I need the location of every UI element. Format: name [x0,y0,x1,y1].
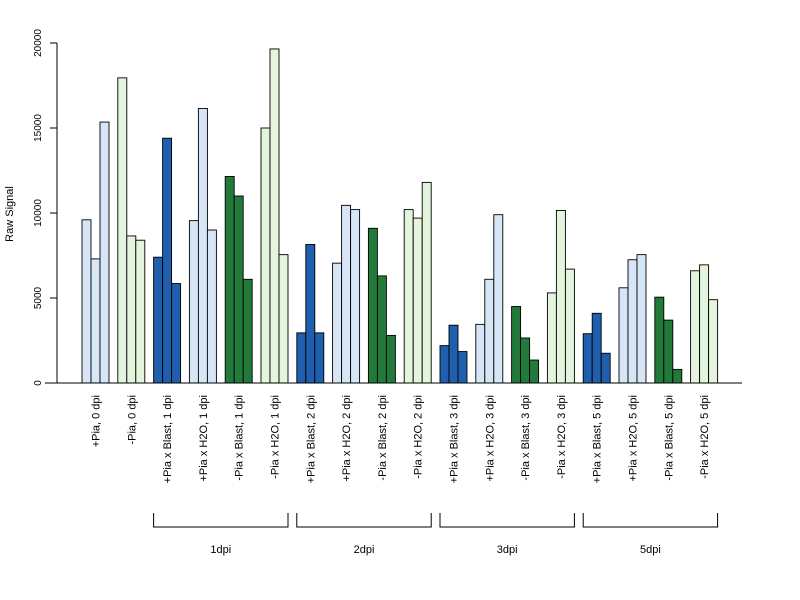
group-label: 1dpi [210,544,231,556]
category-label: -Pia x H2O, 5 dpi [699,395,711,479]
bar [448,324,459,384]
bar [314,332,325,384]
bar [233,195,244,384]
group-bracket [582,513,719,528]
bar [591,312,602,384]
bar [260,127,271,384]
category-label: +Pia x Blast, 1 dpi [162,395,174,483]
bar [457,351,468,384]
category-label: +Pia x H2O, 3 dpi [484,395,496,482]
category-label: -Pia x Blast, 3 dpi [520,395,532,481]
bar [439,345,450,384]
group-bracket [296,513,432,528]
y-axis-title: Raw Signal [4,186,16,242]
bar [564,268,575,384]
bar [162,137,173,384]
bar [90,258,101,384]
bar [520,337,531,384]
bar [493,214,504,384]
group-label: 3dpi [497,544,518,556]
y-tick-label: 10000 [33,199,44,227]
category-label: +Pia x Blast, 5 dpi [592,395,604,483]
bar [367,227,378,384]
category-label: +Pia x H2O, 2 dpi [341,395,353,482]
bar [636,254,647,384]
category-label: +Pia x Blast, 2 dpi [305,395,317,483]
y-axis: 0 5000 10000 15000 20000 [33,29,58,386]
bar [296,332,307,384]
bar [81,219,92,384]
bar [126,235,137,384]
bar [699,264,710,384]
category-label: -Pia x H2O, 2 dpi [413,395,425,479]
bar [511,306,522,384]
y-tick-label: 15000 [33,114,44,142]
x-axis: +Pia, 0 dpi -Pia, 0 dpi +Pia x Blast, 1 dp… [45,382,742,483]
bar [269,48,280,384]
category-label: -Pia, 0 dpi [126,395,138,445]
y-tick-label: 20000 [33,29,44,57]
category-label: -Pia x H2O, 3 dpi [556,395,568,479]
bar [153,256,164,384]
category-label: +Pia x H2O, 5 dpi [628,395,640,482]
bar [197,107,208,384]
bar [663,319,674,384]
bar [341,204,352,384]
group-label: 5dpi [640,544,661,556]
bar [242,278,253,384]
bar [99,121,110,384]
bar [385,334,396,384]
category-label: +Pia x Blast, 3 dpi [449,395,461,483]
bar [135,239,146,384]
bar [350,209,361,384]
group-bracket [439,513,575,528]
bar [278,254,289,384]
category-label: -Pia x Blast, 1 dpi [234,395,246,481]
bar [305,243,316,384]
category-label: +Pia, 0 dpi [91,395,103,447]
category-label: +Pia x H2O, 1 dpi [198,395,210,482]
bar [421,181,432,384]
bar [555,209,566,384]
bars [81,48,719,384]
bar [654,296,665,384]
bar [412,217,423,384]
bar [600,352,611,384]
bar [546,292,557,384]
bar [403,209,414,384]
bar [206,229,217,384]
bar [690,270,701,384]
group-label: 2dpi [354,544,375,556]
y-tick-label: 0 [33,380,44,386]
bar [708,299,719,384]
bar [376,275,387,384]
bar [529,359,540,384]
category-label: -Pia x H2O, 1 dpi [270,395,282,479]
bar [582,333,593,384]
y-tick-label: 5000 [33,286,44,309]
bar [117,77,128,384]
group-brackets: 1dpi 2dpi 3dpi 5dpi [153,513,719,556]
bar [627,259,638,384]
bar [618,287,629,384]
bar [475,323,486,384]
group-bracket [153,513,289,528]
bar [188,220,199,384]
bar [672,368,683,384]
bar [171,283,182,384]
category-label: -Pia x Blast, 2 dpi [377,395,389,481]
category-label: -Pia x Blast, 5 dpi [663,395,675,481]
bar [484,278,495,384]
bar [224,175,235,384]
bar [332,262,343,384]
